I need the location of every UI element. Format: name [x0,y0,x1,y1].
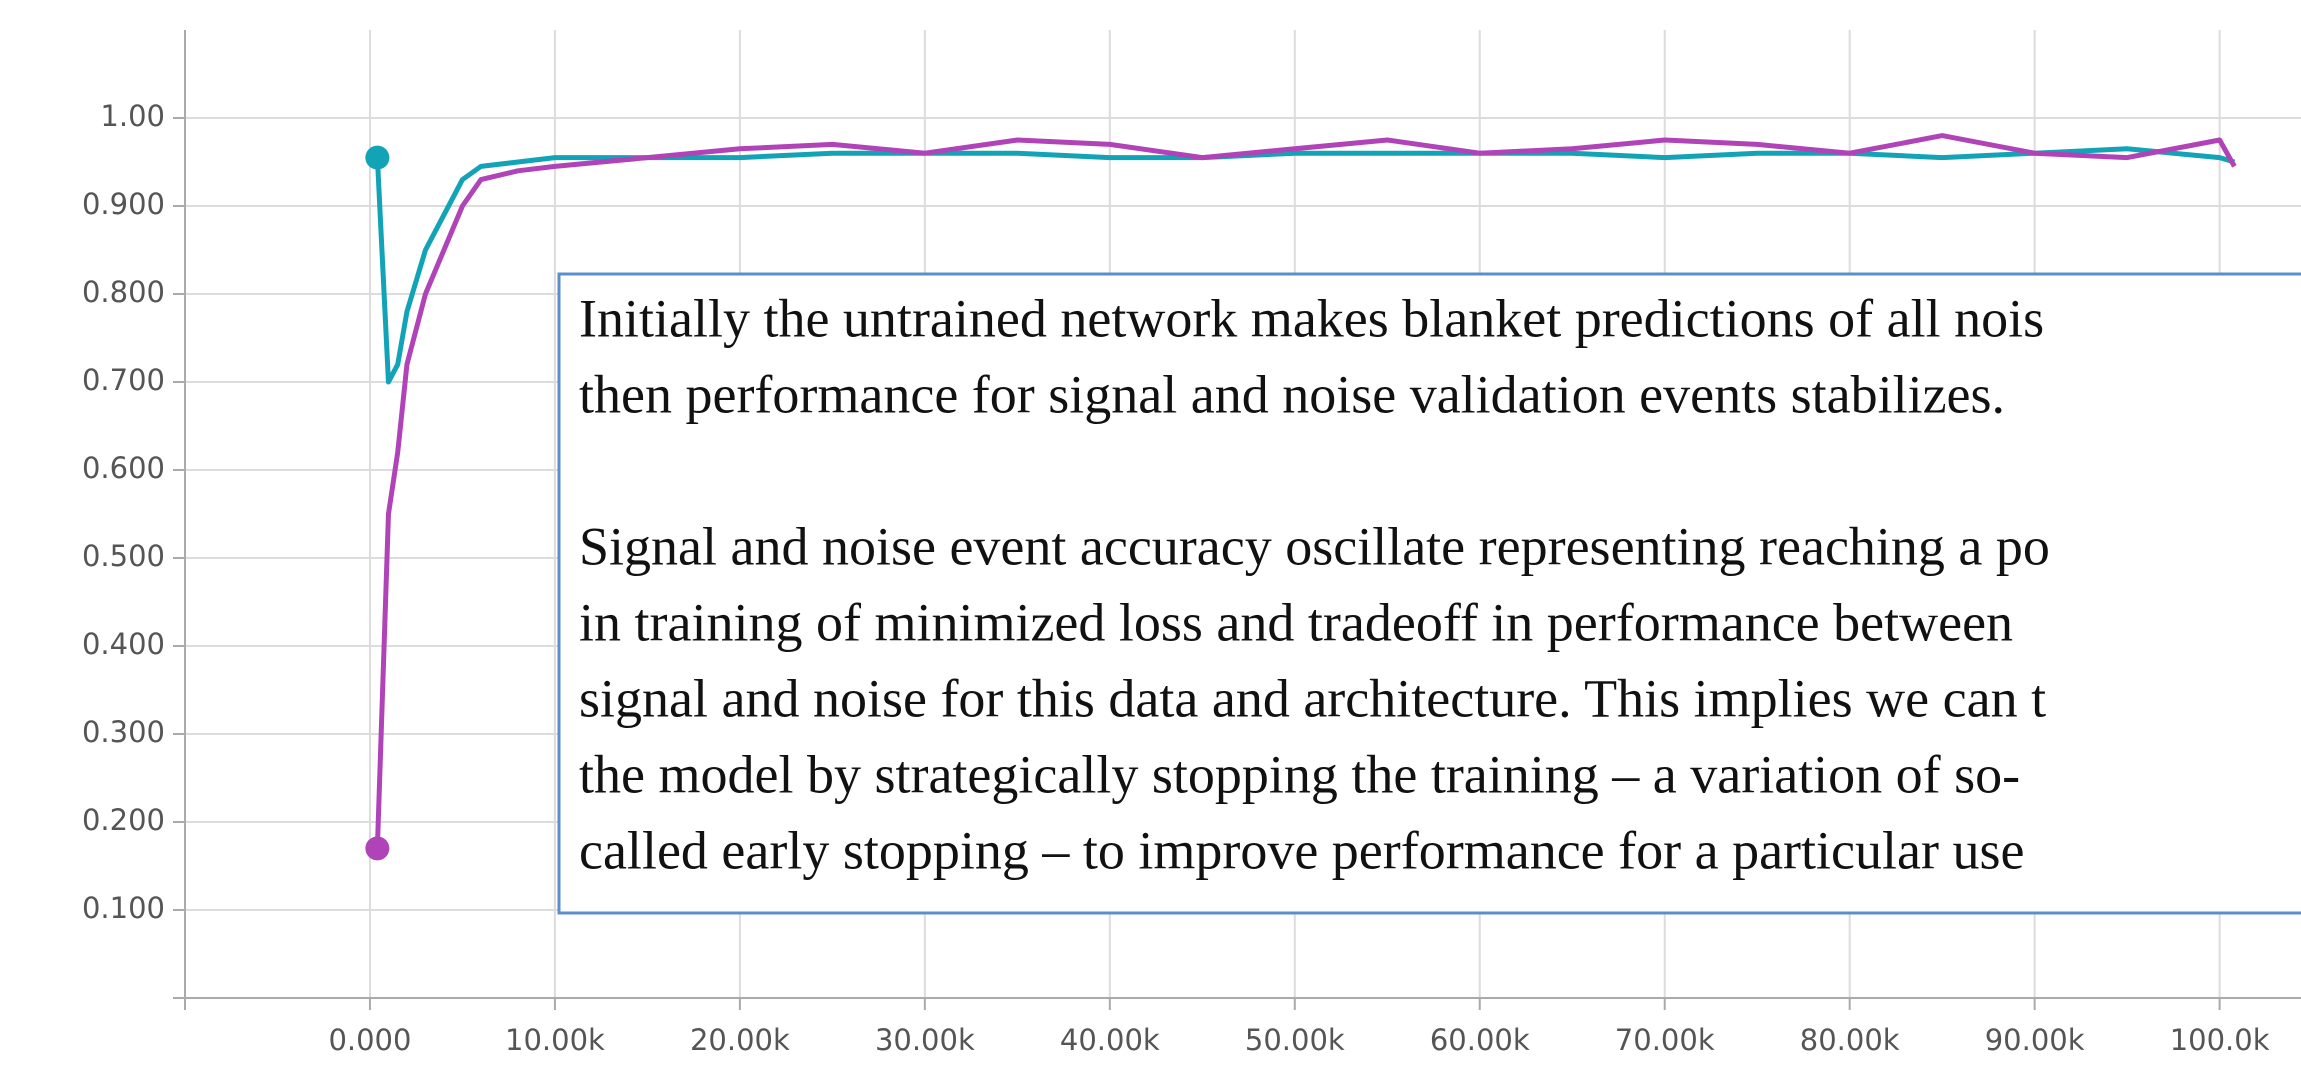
y-tick-label: 0.700 [82,363,165,397]
x-tick-label: 70.00k [1615,1023,1715,1057]
annotation-line: the model by strategically stopping the … [579,744,2020,804]
x-tick-label: 100.0k [2170,1023,2270,1057]
x-tick-label: 0.000 [328,1023,411,1057]
annotation-line: Signal and noise event accuracy oscillat… [579,516,2050,576]
series-line [374,133,2237,849]
x-tick-label: 30.00k [875,1023,975,1057]
y-tick-label: 0.500 [82,539,165,573]
start-point [365,836,390,861]
y-tick-label: 0.300 [82,715,165,749]
y-tick-label: 0.800 [82,275,165,309]
y-tick-label: 0.100 [82,891,165,925]
x-tick-label: 20.00k [690,1023,790,1057]
annotation-line: in training of minimized loss and tradeo… [579,592,2013,652]
annotation-line: then performance for signal and noise va… [579,364,2005,424]
x-tick-label: 10.00k [505,1023,605,1057]
x-tick-label: 80.00k [1800,1023,1900,1057]
x-tick-label: 40.00k [1060,1023,1160,1057]
y-tick-label: 0.400 [82,627,165,661]
x-tick-label: 90.00k [1985,1023,2085,1057]
series-line [374,146,2236,385]
start-point [365,145,390,170]
annotation-line: Initially the untrained network makes bl… [579,288,2044,348]
x-tick-label: 60.00k [1430,1023,1530,1057]
annotation-box [557,272,2301,915]
x-tick-label: 50.00k [1245,1023,1345,1057]
y-tick-label: 0.900 [82,187,165,221]
annotation-line: called early stopping – to improve perfo… [579,820,2024,880]
annotation-line: signal and noise for this data and archi… [579,668,2046,728]
y-tick-label: 0.200 [82,803,165,837]
y-tick-label: 0.600 [82,451,165,485]
y-tick-label: 1.00 [100,99,165,133]
